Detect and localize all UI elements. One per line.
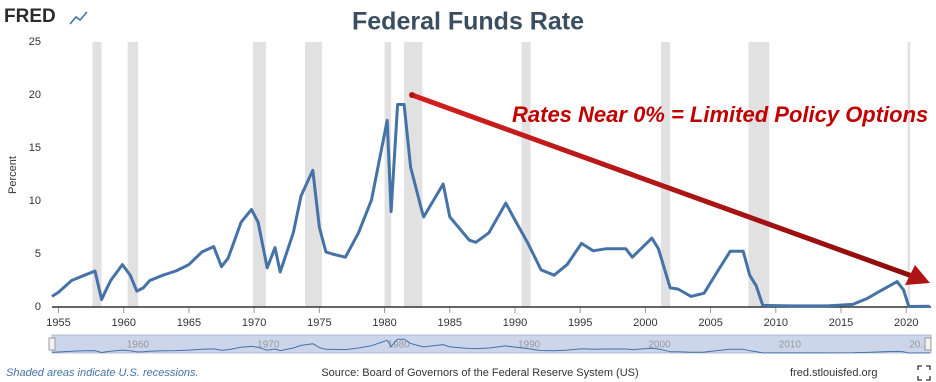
annotation-arrow: [411, 92, 913, 279]
logo: FRED: [4, 6, 56, 27]
fullscreen-icon[interactable]: [917, 365, 931, 381]
x-tick-label: 1995: [568, 317, 592, 329]
recession-band: [907, 42, 911, 307]
navigator-tick-label: 2000: [648, 340, 671, 351]
x-tick-label: 1975: [307, 317, 331, 329]
navigator-selection: [52, 335, 931, 353]
x-tick-label: 1980: [372, 317, 396, 329]
y-tick-label: 10: [29, 195, 41, 207]
navigator-tick-label: 2010: [779, 340, 802, 351]
x-tick-label: 2000: [633, 317, 657, 329]
logo-icon: [69, 11, 88, 25]
x-tick-label: 1955: [46, 317, 70, 329]
recession-band: [748, 42, 770, 307]
x-tick-label: 2005: [698, 317, 722, 329]
x-tick-label: 2010: [764, 317, 788, 329]
navigator: 1960 1970 1980 1990 2000 2010 20...: [48, 334, 932, 354]
recession-band: [92, 42, 102, 307]
x-tick-label: 1990: [503, 317, 527, 329]
navigator-line: [51, 338, 930, 354]
navigator-tick-label: 1980: [388, 340, 411, 351]
recession-note: Shaded areas indicate U.S. recessions.: [6, 367, 199, 379]
y-tick-label: 15: [29, 142, 41, 154]
recession-band: [252, 42, 266, 307]
x-tick-label: 1970: [242, 317, 266, 329]
recession-band: [661, 42, 671, 307]
x-tick-label: 2015: [829, 317, 853, 329]
source: Source: Board of Governors of the Federa…: [321, 367, 638, 379]
site: fred.stlouisfed.org: [790, 367, 877, 379]
navigator-tick-label: 1990: [518, 340, 541, 351]
recession-band: [127, 42, 139, 307]
y-tick-label: 20: [29, 89, 41, 101]
y-tick-label: 25: [29, 36, 41, 48]
chart-title: Federal Funds Rate: [352, 8, 584, 36]
y-tick-label: 0: [35, 301, 41, 313]
x-tick-label: 1960: [111, 317, 135, 329]
recession-band: [384, 42, 392, 307]
navigator-handle-right[interactable]: [924, 337, 932, 351]
series-line: [51, 103, 930, 308]
annotation: Rates Near 0% = Limited Policy Options: [512, 102, 928, 127]
navigator-tick-label: 20...: [909, 340, 928, 351]
plot-area: 0 5 10 15 20 25 1955 1960 1965 1970 1975 1980 1985 19…: [29, 36, 931, 329]
y-tick-label: 5: [35, 248, 41, 260]
annotation-arrow-start: [409, 92, 415, 98]
recession-band: [521, 42, 531, 307]
y-axis-label: Percent: [7, 156, 19, 194]
navigator-tick-label: 1960: [127, 340, 150, 351]
x-tick-label: 1965: [177, 317, 201, 329]
x-tick-label: 2020: [894, 317, 918, 329]
navigator-handle-left[interactable]: [48, 337, 56, 351]
annotation-arrowhead: [905, 265, 930, 285]
x-tick-label: 1985: [438, 317, 462, 329]
navigator-tick-label: 1970: [257, 340, 280, 351]
